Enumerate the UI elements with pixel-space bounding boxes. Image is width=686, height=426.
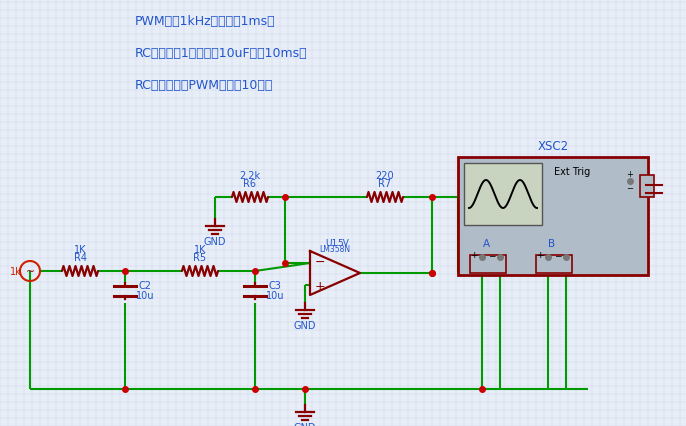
- Text: RC时间常数是PWM周期的10倍。: RC时间常数是PWM周期的10倍。: [135, 79, 274, 92]
- Text: −: −: [626, 184, 633, 193]
- Text: 220: 220: [376, 170, 394, 181]
- FancyBboxPatch shape: [536, 256, 572, 273]
- FancyBboxPatch shape: [640, 176, 654, 198]
- Text: GND: GND: [294, 422, 316, 426]
- Text: PWM频率1kHz，即周期1ms。: PWM频率1kHz，即周期1ms。: [135, 15, 276, 28]
- Text: 1K: 1K: [74, 245, 86, 254]
- Text: +: +: [470, 251, 477, 260]
- Text: +: +: [315, 279, 325, 292]
- Text: RC时间常数1千欧乘以10uF等于10ms。: RC时间常数1千欧乘以10uF等于10ms。: [135, 47, 307, 60]
- Text: B: B: [548, 239, 556, 248]
- Text: A: A: [482, 239, 490, 248]
- Text: ~: ~: [25, 266, 34, 276]
- Text: LM358N: LM358N: [320, 245, 351, 254]
- Text: 2.2k: 2.2k: [239, 170, 261, 181]
- Text: R4: R4: [73, 253, 86, 262]
- Text: 10u: 10u: [265, 290, 284, 300]
- Text: U1: U1: [325, 239, 337, 248]
- Text: XSC2: XSC2: [537, 139, 569, 152]
- Text: R6: R6: [244, 178, 257, 189]
- Text: 1k: 1k: [10, 266, 22, 276]
- Text: GND: GND: [204, 236, 226, 246]
- Text: Ext Trig: Ext Trig: [554, 167, 590, 177]
- Text: GND: GND: [294, 320, 316, 330]
- Text: C3: C3: [268, 280, 281, 290]
- Text: 10u: 10u: [136, 290, 154, 300]
- Text: 1K: 1K: [193, 245, 206, 254]
- Text: R7: R7: [379, 178, 392, 189]
- Text: +: +: [536, 251, 544, 260]
- Text: C2: C2: [139, 280, 152, 290]
- FancyBboxPatch shape: [470, 256, 506, 273]
- FancyBboxPatch shape: [464, 164, 542, 225]
- Text: −: −: [488, 251, 496, 260]
- Text: +: +: [626, 170, 633, 179]
- Text: 5V: 5V: [337, 239, 349, 248]
- Text: R5: R5: [193, 253, 206, 262]
- FancyBboxPatch shape: [458, 158, 648, 275]
- Text: −: −: [554, 251, 562, 260]
- Text: −: −: [315, 255, 325, 268]
